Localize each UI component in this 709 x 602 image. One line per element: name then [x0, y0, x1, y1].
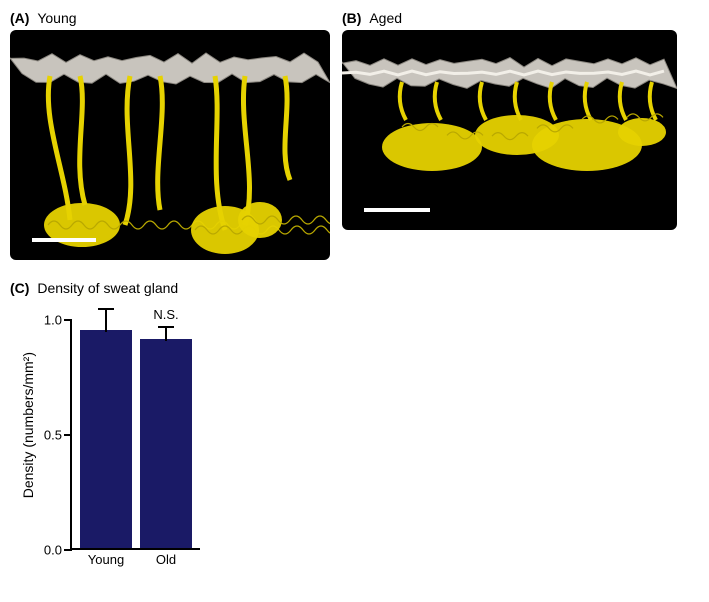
errorbar-cap	[98, 308, 114, 310]
scalebar-a	[32, 238, 96, 242]
panel-b-svg	[342, 30, 677, 230]
panel-a: (A) Young	[10, 10, 330, 260]
errorbar-cap	[158, 326, 174, 328]
y-tick	[64, 319, 72, 321]
plot-area: 0.00.51.0YoungN.S.Old	[70, 320, 200, 550]
top-row: (A) Young (B) Aged	[10, 10, 699, 260]
y-tick-label: 0.0	[44, 543, 62, 558]
panel-a-subtitle: Young	[37, 10, 76, 26]
y-tick	[64, 434, 72, 436]
panel-b-label: (B) Aged	[342, 10, 677, 26]
bar-chart: 0.00.51.0YoungN.S.Old	[70, 320, 200, 550]
panel-b-image	[342, 30, 677, 230]
bar-young	[80, 330, 132, 549]
panel-a-label: (A) Young	[10, 10, 330, 26]
panel-a-image	[10, 30, 330, 260]
panel-c-subtitle: Density of sweat gland	[37, 280, 178, 296]
y-tick-label: 0.5	[44, 428, 62, 443]
annotation-old: N.S.	[153, 307, 178, 322]
panel-a-letter: (A)	[10, 10, 29, 26]
errorbar-stem	[105, 309, 107, 332]
x-tick-label: Young	[88, 552, 124, 567]
panel-c: (C) Density of sweat gland Density (numb…	[10, 280, 699, 550]
x-tick-label: Old	[156, 552, 176, 567]
chart-wrap: Density (numbers/mm²) 0.00.51.0YoungN.S.…	[20, 300, 699, 550]
y-tick-label: 1.0	[44, 313, 62, 328]
panel-b: (B) Aged	[342, 10, 677, 260]
panel-b-letter: (B)	[342, 10, 361, 26]
panel-a-svg	[10, 30, 330, 260]
y-tick	[64, 549, 72, 551]
scalebar-b	[364, 208, 430, 212]
y-axis-label: Density (numbers/mm²)	[20, 352, 36, 498]
errorbar-stem	[165, 327, 167, 341]
panel-c-label: (C) Density of sweat gland	[10, 280, 699, 296]
panel-b-subtitle: Aged	[369, 10, 402, 26]
panel-c-letter: (C)	[10, 280, 29, 296]
bar-old	[140, 339, 192, 548]
